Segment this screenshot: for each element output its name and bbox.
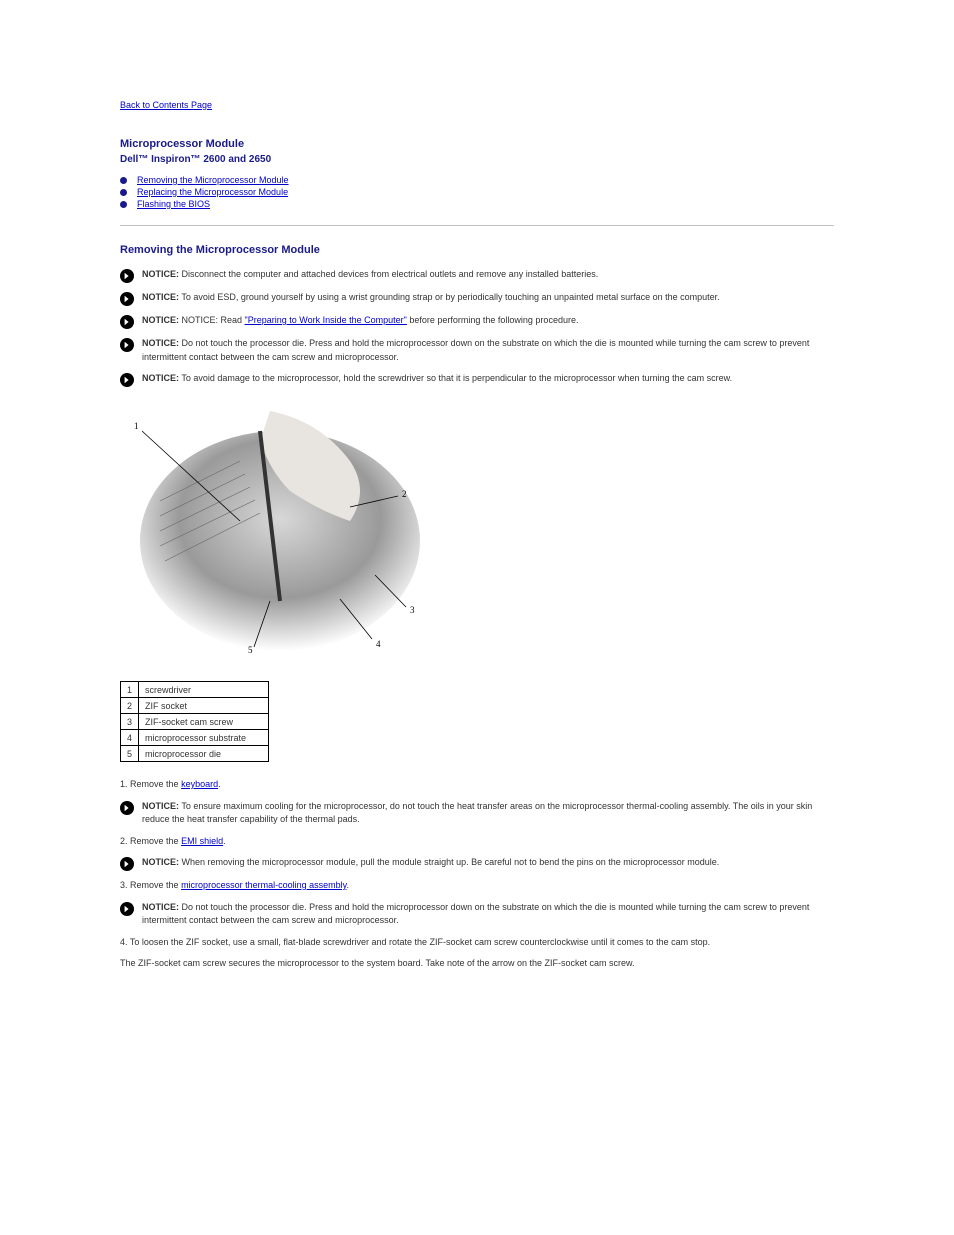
arrow-right-icon <box>120 269 134 283</box>
table-row: 1screwdriver <box>121 682 269 698</box>
bullet-icon <box>120 177 127 184</box>
ref-label: microprocessor die <box>139 746 269 762</box>
reference-table: 1screwdriver 2ZIF socket 3ZIF-socket cam… <box>120 681 269 762</box>
notice: NOTICE: Do not touch the processor die. … <box>120 901 834 928</box>
notice-body: To avoid damage to the microprocessor, h… <box>181 373 732 383</box>
arrow-right-icon <box>120 292 134 306</box>
step-num: 1. <box>120 779 128 789</box>
arrow-right-icon <box>120 801 134 815</box>
step-suffix: . <box>218 779 221 789</box>
arrow-right-icon <box>120 315 134 329</box>
arrow-right-icon <box>120 338 134 352</box>
notice: NOTICE: Disconnect the computer and atta… <box>120 268 834 283</box>
callout-2: 2 <box>402 489 407 499</box>
step-num: 2. <box>120 836 128 846</box>
callout-3: 3 <box>410 605 415 615</box>
notice-text: NOTICE: Do not touch the processor die. … <box>142 901 834 928</box>
diagram-figure: 1 2 3 4 5 <box>120 401 420 661</box>
notice-link[interactable]: "Preparing to Work Inside the Computer" <box>245 315 407 325</box>
toc-item: Replacing the Microprocessor Module <box>120 187 834 197</box>
notice-prefix: NOTICE: Read <box>182 315 245 325</box>
product-subtitle: Dell™ Inspiron™ 2600 and 2650 <box>120 154 834 165</box>
notice-text: NOTICE: Do not touch the processor die. … <box>142 337 834 364</box>
notice-body: Do not touch the processor die. Press an… <box>142 338 809 362</box>
ref-label: ZIF-socket cam screw <box>139 714 269 730</box>
table-row: 5microprocessor die <box>121 746 269 762</box>
step-prefix: Remove the <box>130 779 181 789</box>
step-subtext: The ZIF-socket cam screw secures the mic… <box>120 957 834 971</box>
table-row: 2ZIF socket <box>121 698 269 714</box>
callout-1: 1 <box>134 421 139 431</box>
notice: NOTICE: To ensure maximum cooling for th… <box>120 800 834 827</box>
callout-4: 4 <box>376 639 381 649</box>
ref-num: 5 <box>121 746 139 762</box>
bullet-icon <box>120 201 127 208</box>
step-prefix: Remove the <box>130 880 181 890</box>
ref-label: microprocessor substrate <box>139 730 269 746</box>
step-suffix: . <box>346 880 349 890</box>
callout-5: 5 <box>248 645 253 655</box>
notice: NOTICE: NOTICE: Read "Preparing to Work … <box>120 314 834 329</box>
notice: NOTICE: When removing the microprocessor… <box>120 856 834 871</box>
notice: NOTICE: To avoid ESD, ground yourself by… <box>120 291 834 306</box>
step-link[interactable]: microprocessor thermal-cooling assembly <box>181 880 346 890</box>
step-prefix: Remove the <box>130 836 181 846</box>
step: 4. To loosen the ZIF socket, use a small… <box>120 936 834 950</box>
ref-num: 3 <box>121 714 139 730</box>
ref-num: 1 <box>121 682 139 698</box>
ref-label: ZIF socket <box>139 698 269 714</box>
ref-label: screwdriver <box>139 682 269 698</box>
bullet-icon <box>120 189 127 196</box>
notice-suffix: before performing the following procedur… <box>407 315 579 325</box>
toc-item: Flashing the BIOS <box>120 199 834 209</box>
notice: NOTICE: To avoid damage to the microproc… <box>120 372 834 387</box>
step-link[interactable]: keyboard <box>181 779 218 789</box>
notice-text: NOTICE: Disconnect the computer and atta… <box>142 268 834 282</box>
notice-body: When removing the microprocessor module,… <box>182 857 720 867</box>
notice-text: NOTICE: To ensure maximum cooling for th… <box>142 800 834 827</box>
step: 2. Remove the EMI shield. <box>120 835 834 849</box>
step-num: 3. <box>120 880 128 890</box>
arrow-right-icon <box>120 902 134 916</box>
page-title: Microprocessor Module <box>120 138 834 150</box>
ref-num: 4 <box>121 730 139 746</box>
notice-text: NOTICE: To avoid ESD, ground yourself by… <box>142 291 834 305</box>
step-num: 4. <box>120 937 128 947</box>
notice-text: NOTICE: When removing the microprocessor… <box>142 856 834 870</box>
ref-num: 2 <box>121 698 139 714</box>
toc-link[interactable]: Removing the Microprocessor Module <box>137 175 289 185</box>
notice-body: To ensure maximum cooling for the microp… <box>142 801 812 825</box>
toc-link[interactable]: Flashing the BIOS <box>137 199 210 209</box>
notice-body: Do not touch the processor die. Press an… <box>142 902 809 926</box>
arrow-right-icon <box>120 857 134 871</box>
subsection-title: Removing the Microprocessor Module <box>120 244 834 256</box>
arrow-right-icon <box>120 373 134 387</box>
toc-list: Removing the Microprocessor Module Repla… <box>120 175 834 209</box>
step: 1. Remove the keyboard. <box>120 778 834 792</box>
table-row: 4microprocessor substrate <box>121 730 269 746</box>
step-link[interactable]: EMI shield <box>181 836 223 846</box>
notice-text: NOTICE: To avoid damage to the microproc… <box>142 372 834 386</box>
table-row: 3ZIF-socket cam screw <box>121 714 269 730</box>
toc-item: Removing the Microprocessor Module <box>120 175 834 185</box>
step-suffix: . <box>223 836 226 846</box>
step: 3. Remove the microprocessor thermal-coo… <box>120 879 834 893</box>
notice-text: NOTICE: NOTICE: Read "Preparing to Work … <box>142 314 834 328</box>
toc-link[interactable]: Replacing the Microprocessor Module <box>137 187 288 197</box>
notice-body: Disconnect the computer and attached dev… <box>182 269 599 279</box>
step-text: To loosen the ZIF socket, use a small, f… <box>130 937 710 947</box>
notice-body: To avoid ESD, ground yourself by using a… <box>181 292 719 302</box>
section-divider <box>120 225 834 226</box>
notice: NOTICE: Do not touch the processor die. … <box>120 337 834 364</box>
back-link[interactable]: Back to Contents Page <box>120 100 212 110</box>
